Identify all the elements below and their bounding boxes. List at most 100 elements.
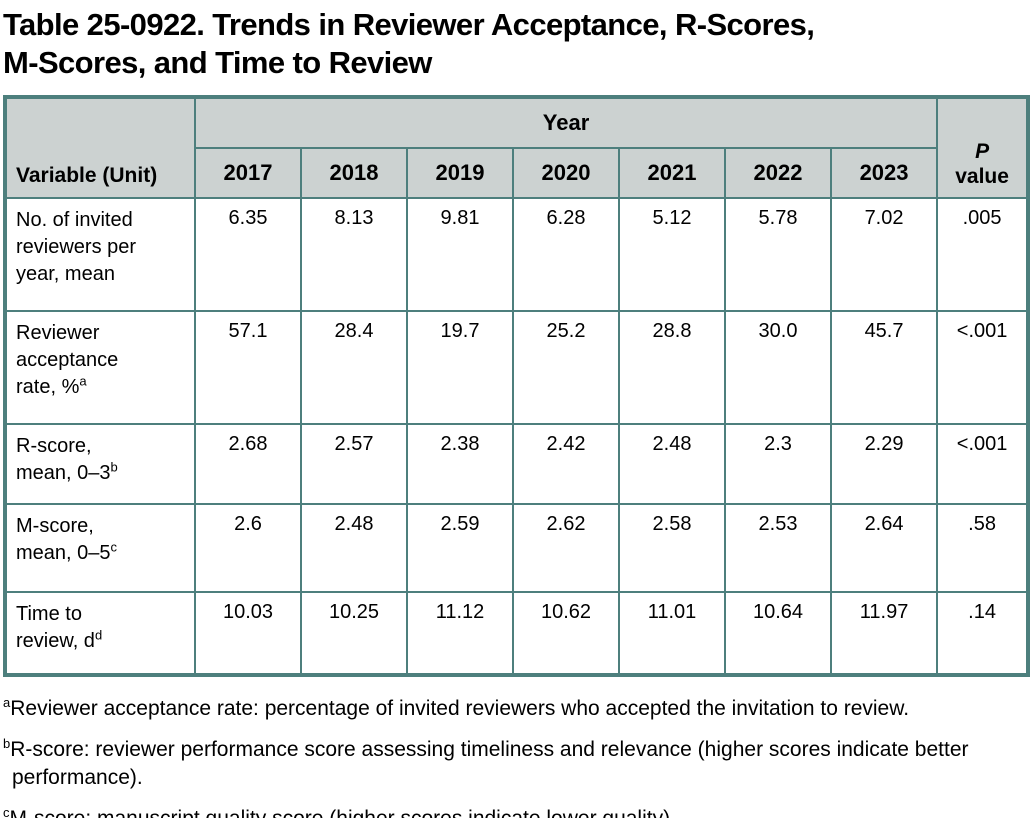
value-cell: 11.12 [406,591,514,676]
table-row: Reviewer acceptance rate, %a 57.1 28.4 1… [4,310,1030,425]
header-year-2022: 2022 [724,147,832,199]
table-row: R-score, mean, 0–3b 2.68 2.57 2.38 2.42 … [4,423,1030,505]
value-cell: 19.7 [406,310,514,425]
value-cell: 9.81 [406,197,514,312]
value-cell: 10.25 [300,591,408,676]
value-cell: 2.6 [194,503,302,593]
header-row-group: Variable (Unit) Year P value [4,96,1030,199]
value-cell: 2.53 [724,503,832,593]
value-cell: 28.8 [618,310,726,425]
value-cell: 2.29 [829,423,939,505]
value-cell: 2.3 [724,423,832,505]
row-label-line: Time to [16,603,82,625]
row-label: No. of invited reviewers per year, mean [4,197,196,312]
header-variable-unit: Variable (Unit) [4,96,196,199]
value-cell: 45.7 [829,310,939,425]
page-title-line1: Table 25-0922. Trends in Reviewer Accept… [3,7,815,42]
value-cell: 5.12 [618,197,726,312]
table-body: No. of invited reviewers per year, mean … [4,197,1030,676]
footnote-c: cM-score: manuscript quality score (high… [3,805,971,818]
table-row: No. of invited reviewers per year, mean … [4,197,1030,312]
footnote-b-superscript: b [3,736,11,751]
row-label-superscript: d [94,627,103,643]
p-value-cell: .58 [936,503,1030,593]
page: Table 25-0922. Trends in Reviewer Accept… [0,6,1030,818]
value-cell: 10.03 [194,591,302,676]
p-value-cell: <.001 [936,310,1030,425]
header-p-value: P value [936,96,1030,199]
p-value-cell: <.001 [936,423,1030,505]
row-label-superscript: b [110,459,118,475]
row-label-line: review, dd [16,628,190,655]
row-label-superscript: a [79,373,87,389]
header-year-2018: 2018 [300,147,408,199]
table-header: Variable (Unit) Year P value 2017 2018 2… [4,96,1030,199]
header-year-2023: 2023 [829,147,939,199]
row-label: Reviewer acceptance rate, %a [4,310,196,425]
footnote-b: bR-score: reviewer performance score ass… [3,736,971,792]
header-year-group: Year [193,96,939,149]
table-row: M-score, mean, 0–5c 2.6 2.48 2.59 2.62 2… [4,503,1030,593]
page-title-line2: M-Scores, and Time to Review [3,45,432,80]
row-label-line: R-score, [16,435,92,457]
row-label-text: mean, 0–5 [16,542,111,564]
row-label-text: mean, 0–3 [16,462,111,484]
value-cell: 2.57 [300,423,408,505]
value-cell: 5.78 [724,197,832,312]
row-label-text: review, d [16,630,95,652]
footnote-a-text: Reviewer acceptance rate: percentage of … [10,697,910,720]
row-label-text: rate, % [16,376,80,398]
value-cell: 2.62 [512,503,620,593]
value-cell: 57.1 [194,310,302,425]
value-cell: 8.13 [300,197,408,312]
footnote-b-text: R-score: reviewer performance score asse… [10,738,969,789]
p-value-cell: .005 [936,197,1030,312]
value-cell: 28.4 [300,310,408,425]
header-year-2020: 2020 [512,147,620,199]
row-label-line: mean, 0–5c [16,540,190,567]
value-cell: 6.35 [194,197,302,312]
footnote-c-superscript: c [3,805,10,818]
row-label-line: M-score, [16,515,94,537]
header-year-2019: 2019 [406,147,514,199]
value-cell: 11.01 [618,591,726,676]
value-cell: 25.2 [512,310,620,425]
value-cell: 7.02 [829,197,939,312]
row-label-superscript: c [110,539,118,555]
value-cell: 2.38 [406,423,514,505]
value-cell: 2.48 [618,423,726,505]
footnote-a-superscript: a [3,695,11,710]
row-label-line: acceptance [16,349,119,371]
row-label: M-score, mean, 0–5c [4,503,196,593]
row-label-line: year, mean [16,261,190,288]
row-label-line: Reviewer [16,322,100,344]
p-value-cell: .14 [936,591,1030,676]
row-label-line: No. of invited [16,209,133,231]
header-p-rest: value [955,165,1009,188]
value-cell: 10.64 [724,591,832,676]
table-row: Time to review, dd 10.03 10.25 11.12 10.… [4,591,1030,676]
value-cell: 10.62 [512,591,620,676]
value-cell: 2.64 [829,503,939,593]
value-cell: 6.28 [512,197,620,312]
value-cell: 2.58 [618,503,726,593]
value-cell: 2.48 [300,503,408,593]
header-row-years: 2017 2018 2019 2020 2021 2022 2023 [5,147,1028,199]
footnotes-section: aReviewer acceptance rate: percentage of… [3,695,971,818]
row-label-line: reviewers per [16,236,137,258]
row-label: R-score, mean, 0–3b [4,423,196,505]
header-p-italic: P [975,140,990,163]
data-table: Variable (Unit) Year P value 2017 2018 2… [3,95,1030,677]
value-cell: 2.59 [406,503,514,593]
value-cell: 2.68 [194,423,302,505]
header-year-2021: 2021 [618,147,726,199]
value-cell: 2.42 [512,423,620,505]
footnote-c-text: M-score: manuscript quality score (highe… [10,807,676,818]
value-cell: 11.97 [829,591,939,676]
row-label-line: rate, %a [16,374,190,401]
header-year-2017: 2017 [194,147,302,199]
row-label: Time to review, dd [4,591,196,676]
footnote-a: aReviewer acceptance rate: percentage of… [3,695,971,723]
value-cell: 30.0 [724,310,832,425]
row-label-line: mean, 0–3b [16,460,190,487]
